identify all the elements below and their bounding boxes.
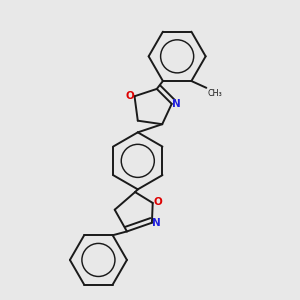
Text: N: N <box>172 99 181 109</box>
Text: O: O <box>125 91 134 101</box>
Text: CH₃: CH₃ <box>207 89 222 98</box>
Text: N: N <box>152 218 161 228</box>
Text: O: O <box>153 197 162 207</box>
